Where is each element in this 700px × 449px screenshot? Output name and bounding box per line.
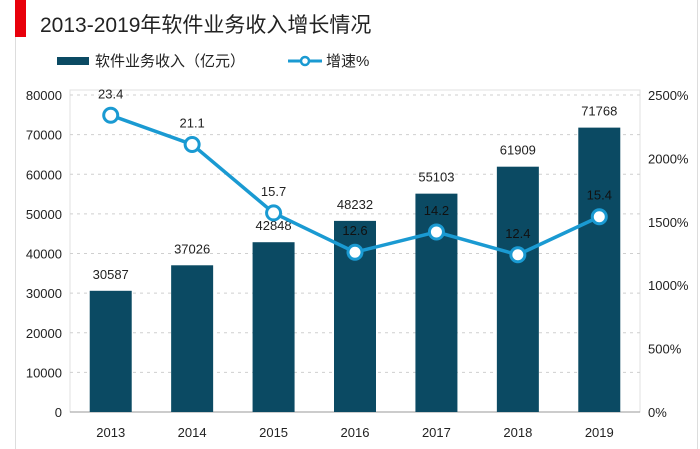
growth-point — [183, 135, 201, 153]
bar-value-label: 61909 — [500, 143, 536, 158]
bar-value-label: 55103 — [418, 170, 454, 185]
title-accent-bar — [15, 0, 26, 37]
bar-value-label: 37026 — [174, 241, 210, 256]
legend-item-growth: 增速% — [288, 50, 369, 71]
x-tick-label: 2018 — [503, 425, 532, 440]
x-tick-label: 2017 — [422, 425, 451, 440]
bar — [89, 290, 132, 412]
legend-bar-swatch — [57, 56, 89, 65]
bar-value-label: 30587 — [93, 267, 129, 282]
growth-value-label: 14.2 — [424, 203, 449, 218]
x-tick-label: 2019 — [585, 425, 614, 440]
chart-title: 2013-2019年软件业务收入增长情况 — [40, 14, 372, 37]
y2-tick-label: 500% — [648, 342, 682, 357]
x-tick-label: 2015 — [259, 425, 288, 440]
x-tick-label: 2013 — [96, 425, 125, 440]
growth-value-label: 15.7 — [261, 184, 286, 199]
right-divider — [697, 0, 698, 449]
y-tick-label: 50000 — [26, 207, 62, 222]
y-tick-label: 70000 — [26, 128, 62, 143]
bar-value-label: 42848 — [255, 218, 291, 233]
y-tick-label: 10000 — [26, 365, 62, 380]
y-tick-label: 60000 — [26, 167, 62, 182]
x-tick-label: 2014 — [178, 425, 207, 440]
growth-value-label: 12.6 — [342, 223, 367, 238]
growth-point — [265, 204, 283, 222]
growth-point — [509, 246, 527, 264]
growth-value-label: 23.4 — [98, 86, 123, 101]
growth-value-label: 12.4 — [505, 226, 530, 241]
bar-value-label: 48232 — [337, 197, 373, 212]
legend-label-revenue: 软件业务收入（亿元） — [95, 53, 246, 70]
growth-point — [346, 243, 364, 261]
y-tick-label: 0 — [55, 405, 62, 420]
bar — [578, 127, 621, 413]
bar-value-label: 71768 — [581, 104, 617, 119]
y-tick-label: 30000 — [26, 286, 62, 301]
bar — [171, 265, 214, 412]
y2-tick-label: 2500% — [648, 88, 689, 103]
y-tick-label: 20000 — [26, 326, 62, 341]
legend-line-swatch — [288, 55, 322, 66]
y2-tick-label: 1000% — [648, 278, 689, 293]
growth-value-label: 21.1 — [179, 115, 204, 130]
legend-item-revenue: 软件业务收入（亿元） — [57, 50, 245, 71]
growth-point — [102, 106, 120, 124]
growth-point — [427, 223, 445, 241]
y-tick-label: 80000 — [26, 88, 62, 103]
y2-tick-label: 0% — [648, 405, 667, 420]
growth-value-label: 15.4 — [587, 188, 612, 203]
bar — [496, 166, 539, 412]
left-divider — [15, 37, 16, 449]
y-tick-label: 40000 — [26, 247, 62, 262]
bar — [252, 242, 295, 412]
x-tick-label: 2016 — [341, 425, 370, 440]
legend-label-growth: 增速% — [326, 53, 370, 70]
growth-point — [590, 208, 608, 226]
y2-tick-label: 2000% — [648, 151, 689, 166]
y2-tick-label: 1500% — [648, 215, 689, 230]
